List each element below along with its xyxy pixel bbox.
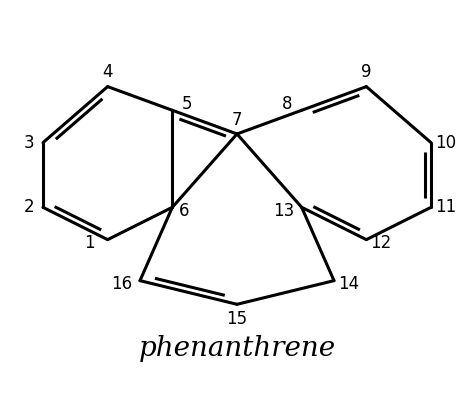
Text: 2: 2	[23, 198, 34, 216]
Text: phenanthrene: phenanthrene	[138, 335, 336, 362]
Text: 10: 10	[435, 134, 456, 152]
Text: 5: 5	[181, 95, 192, 113]
Text: 9: 9	[361, 63, 372, 81]
Text: 15: 15	[227, 310, 247, 328]
Text: 6: 6	[179, 202, 189, 220]
Text: 12: 12	[370, 234, 391, 252]
Text: 13: 13	[273, 202, 294, 220]
Text: 16: 16	[111, 275, 132, 293]
Text: 4: 4	[102, 63, 113, 81]
Text: 8: 8	[282, 95, 293, 113]
Text: 11: 11	[435, 198, 456, 216]
Text: 7: 7	[232, 111, 242, 129]
Text: 1: 1	[84, 234, 95, 252]
Text: 3: 3	[23, 134, 34, 152]
Text: 14: 14	[337, 275, 359, 293]
